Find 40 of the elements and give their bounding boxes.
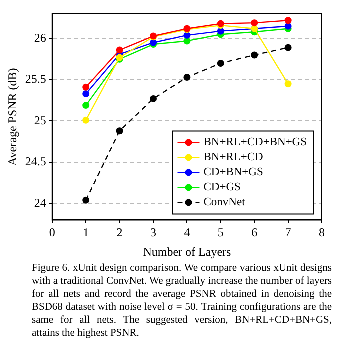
caption: Figure 6. xUnit design comparison. We compare various xUnit designs with a traditional ConvNet. We gradually increase the number of layers for all nets and record the average PSNR obtained in denoising the BSD68 dataset with noise level σ = 50. Training configurations are the same for all nets. The suggested version, BN+RL+CD+BN+GS, attains the highest PSNR. [32,262,332,340]
point [251,52,258,59]
point [284,44,292,52]
point [82,196,90,204]
x-tick-label: 7 [285,226,292,240]
point [82,90,90,98]
point [251,20,258,27]
x-axis-title: Number of Layers [143,244,232,259]
point [82,102,90,110]
legend-label: CD+BN+GS [204,166,264,179]
legend-label: BN+RL+CD [204,152,264,164]
x-tick-label: 1 [83,226,90,240]
point [284,22,292,30]
x-tick-label: 0 [49,226,56,240]
point [284,17,292,24]
x-tick-label: 8 [319,226,325,240]
point [116,46,124,54]
point [82,116,90,124]
legend-label: BN+RL+CD+BN+GS [204,136,307,149]
x-tick-label: 4 [184,226,190,240]
x-tick-label: 6 [252,226,258,240]
legend-label: CD+GS [204,182,241,194]
legend-label: ConvNet [204,196,246,209]
point [150,95,157,102]
y-axis-title: Average PSNR (dB) [5,68,20,166]
y-tick-label: 26 [34,30,46,45]
y-tick-label: 25.5 [25,72,46,86]
y-tick-label: 24 [34,196,46,210]
point [116,128,124,135]
x-tick-label: 3 [150,226,156,240]
point [184,32,191,39]
point [217,28,224,35]
point [184,74,191,82]
point [284,80,292,88]
x-tick-label: 2 [116,226,123,240]
y-tick-label: 24.5 [25,154,46,169]
point [82,84,90,91]
y-tick-label: 25 [34,113,46,128]
x-tick-label: 5 [218,226,224,240]
point [217,60,224,67]
